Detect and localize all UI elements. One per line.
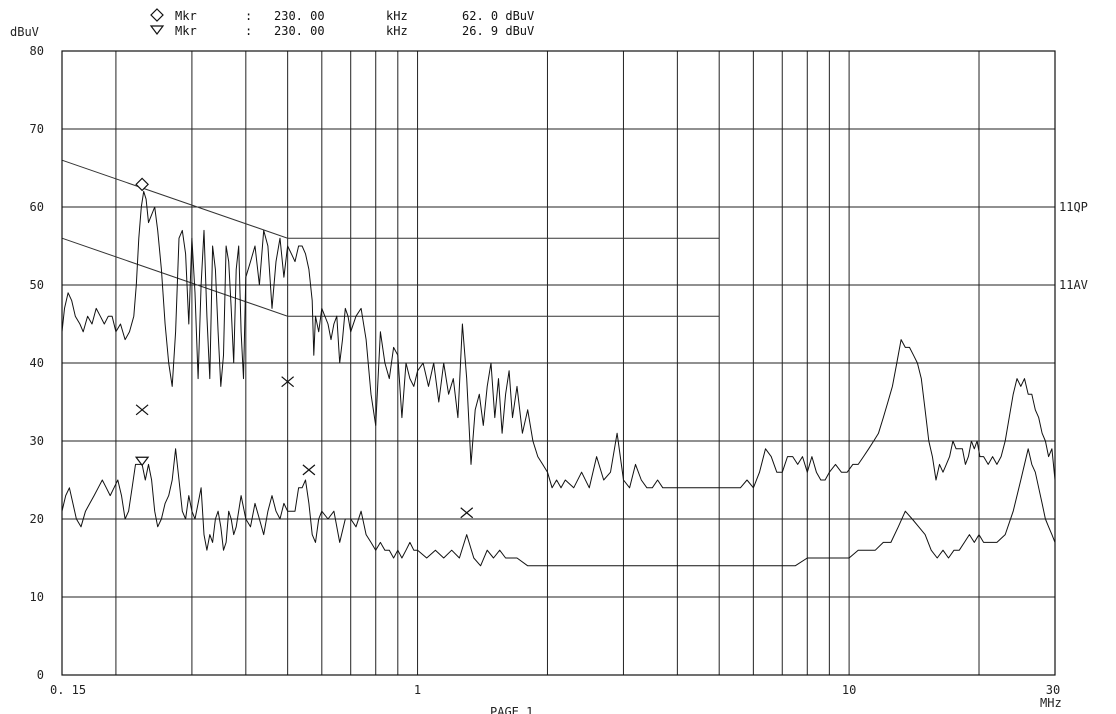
marker-2-label: Mkr	[175, 24, 197, 38]
x-tick-label: 0. 15	[50, 683, 86, 697]
diamond-marker-icon	[150, 8, 164, 22]
y-tick-label: 10	[30, 590, 44, 604]
marker-2-unit: kHz	[386, 24, 408, 38]
measurement-traces	[61, 190, 1056, 567]
cross-marker	[460, 507, 474, 519]
page-footer: PAGE 1	[490, 705, 533, 714]
triangle-marker	[134, 456, 150, 467]
y-tick-label: 40	[30, 356, 44, 370]
marker-1-sep: :	[245, 9, 252, 23]
triangle-marker-icon	[149, 25, 165, 35]
marker-readout-header: Mkr : 230. 00 kHz 62. 0 dBuV Mkr : 230. …	[149, 8, 534, 38]
trace-1	[61, 190, 1056, 489]
diamond-marker	[135, 177, 149, 192]
marker-1-unit: kHz	[386, 9, 408, 23]
marker-1-label: Mkr	[175, 9, 197, 23]
y-tick-label: 80	[30, 44, 44, 58]
plot-frame	[61, 50, 1056, 676]
y-axis-label: dBuV	[10, 25, 39, 39]
limit-line-label-11av: 11AV	[1059, 278, 1088, 292]
x-tick-labels: 0. 15 1 10 30	[50, 683, 1060, 697]
marker-1-level: 62. 0 dBuV	[462, 9, 534, 23]
y-tick-label: 30	[30, 434, 44, 448]
cross-marker	[281, 376, 295, 388]
limit-line-11av	[61, 237, 720, 317]
x-tick-label: 30	[1046, 683, 1060, 697]
cross-marker	[135, 404, 149, 416]
limit-line-labels: 11QP 11AV	[1059, 200, 1088, 292]
y-tick-label: 70	[30, 122, 44, 136]
marker-readout-row-2: Mkr : 230. 00 kHz 26. 9 dBuV	[149, 24, 534, 38]
x-tick-label: 1	[414, 683, 421, 697]
x-tick-label: 10	[842, 683, 856, 697]
trace-2	[61, 448, 1056, 567]
marker-2-sep: :	[245, 24, 252, 38]
y-tick-label: 60	[30, 200, 44, 214]
cross-marker	[302, 464, 316, 476]
marker-1-freq: 230. 00	[274, 9, 325, 23]
x-axis-unit-label: MHz	[1040, 696, 1062, 710]
limit-line-11qp	[61, 159, 720, 239]
marker-2-freq: 230. 00	[274, 24, 325, 38]
limit-lines	[61, 159, 720, 317]
y-tick-labels: 0 10 20 30 40 50 60 70 80	[30, 44, 44, 682]
marker-readout-row-1: Mkr : 230. 00 kHz 62. 0 dBuV	[150, 8, 534, 23]
y-tick-label: 50	[30, 278, 44, 292]
y-tick-label: 20	[30, 512, 44, 526]
marker-2-level: 26. 9 dBuV	[462, 24, 534, 38]
peak-markers	[134, 177, 474, 519]
limit-line-label-11qp: 11QP	[1059, 200, 1088, 214]
y-tick-label: 0	[37, 668, 44, 682]
plot-grid	[62, 50, 1055, 676]
